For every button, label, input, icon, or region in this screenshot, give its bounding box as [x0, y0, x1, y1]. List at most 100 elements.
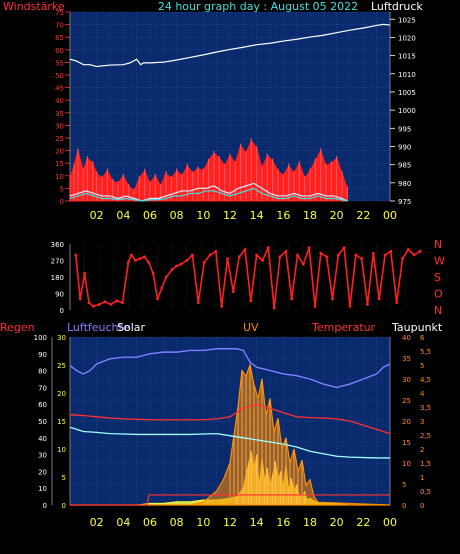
- pressure-tick-label: 1015: [398, 53, 416, 61]
- uv-tick-label: 5,5: [420, 348, 431, 356]
- direction-tick-label: 360: [51, 241, 64, 249]
- direction-segment: [75, 254, 82, 300]
- direction-segment: [372, 253, 380, 300]
- time-tick-label: 10: [196, 209, 210, 222]
- temperature-tick-label: 10: [402, 460, 411, 468]
- compass-label: S: [434, 271, 441, 284]
- direction-segment: [390, 251, 398, 303]
- direction-segment: [152, 273, 159, 300]
- direction-segment: [165, 269, 173, 278]
- uv-tick-label: 4: [420, 390, 425, 398]
- windstaerke-label: Windstärke: [3, 0, 65, 13]
- time-tick-label: 00: [383, 516, 397, 529]
- uv-tick-label: 3,5: [420, 404, 431, 412]
- direction-segment: [273, 256, 281, 309]
- pressure-tick-label: 1000: [398, 107, 416, 115]
- time-tick-label: 16: [276, 516, 290, 529]
- time-tick-label: 08: [170, 209, 184, 222]
- chart-title: 24 hour graph day : August 05 2022: [158, 0, 358, 13]
- time-tick-label: 00: [383, 209, 397, 222]
- pressure-tick-label: 1005: [398, 89, 416, 97]
- wind-tick-label: 0: [60, 198, 64, 206]
- direction-segment: [395, 258, 404, 303]
- direction-point: [418, 249, 422, 253]
- time-tick-label: 06: [143, 516, 157, 529]
- temperature-tick-label: 40: [402, 334, 411, 342]
- wind-tick-label: 5: [60, 185, 64, 193]
- temperature-tick-label: 35: [402, 355, 411, 363]
- wind-tick-label: 35: [55, 110, 64, 118]
- direction-segment: [244, 249, 252, 301]
- time-tick-label: 04: [116, 209, 130, 222]
- pressure-tick-label: 1020: [398, 34, 416, 42]
- temperature-tick-label: 25: [402, 397, 411, 405]
- regen-tick-label: 70: [38, 384, 47, 392]
- uv-tick-label: 0: [420, 502, 424, 510]
- climate-axis-ticks: 0510152025303540010203040506070809010005…: [34, 334, 432, 510]
- time-tick-label: 10: [196, 516, 210, 529]
- taupunkt-label: Taupunkt: [391, 321, 443, 334]
- direction-degree-ticks: 0 90 180 270 360: [51, 241, 64, 315]
- wind-tick-label: 75: [55, 9, 64, 17]
- direction-tick-label: 0: [60, 307, 64, 315]
- time-tick-label: 04: [116, 516, 130, 529]
- direction-segment: [79, 273, 86, 300]
- regen-tick-label: 20: [38, 468, 47, 476]
- regen-label: Regen: [0, 321, 35, 334]
- direction-segment: [296, 254, 305, 265]
- wind-tick-label: 60: [55, 47, 64, 55]
- direction-segment: [83, 273, 90, 303]
- pressure-tick-label: 975: [398, 198, 411, 206]
- direction-segment: [121, 262, 130, 303]
- compass-label: O: [434, 288, 443, 301]
- pressure-tick-label: 995: [398, 125, 411, 133]
- compass-label: W: [434, 255, 445, 268]
- direction-segment: [156, 287, 163, 300]
- gust-line: [69, 182, 348, 202]
- uv-tick-label: 0,5: [420, 488, 431, 496]
- temperatur-label: Temperatur: [311, 321, 376, 334]
- time-tick-label: 14: [250, 209, 264, 222]
- uv-tick-label: 2: [420, 446, 424, 454]
- wind-direction-series: [74, 246, 422, 310]
- taupunkt-line: [69, 426, 390, 459]
- direction-segment: [261, 247, 270, 261]
- direction-segment: [232, 256, 240, 292]
- temperature-tick-label: 5: [402, 481, 406, 489]
- direction-tick-label: 90: [55, 291, 64, 299]
- regen-tick-label: 40: [38, 435, 47, 443]
- pressure-tick-label: 985: [398, 162, 411, 170]
- direction-segment: [203, 254, 211, 263]
- temperatur-line: [69, 403, 391, 435]
- direction-segment: [314, 253, 322, 307]
- pressure-tick-label: 1025: [398, 16, 416, 24]
- climate-series: [69, 348, 391, 506]
- uv-tick-label: 2,5: [420, 432, 431, 440]
- direction-segment: [191, 254, 200, 303]
- direction-tick-label: 270: [51, 258, 64, 266]
- wind-tick-label: 30: [55, 122, 64, 130]
- direction-segment: [308, 247, 316, 307]
- direction-segment: [343, 247, 351, 307]
- solar-tick-label: 0: [62, 502, 66, 510]
- wind-tick-label: 45: [55, 85, 64, 93]
- direction-segment: [360, 258, 369, 305]
- regen-tick-label: 100: [34, 334, 47, 342]
- direction-segment: [226, 258, 235, 292]
- wind-tick-label: 10: [55, 173, 64, 181]
- wind-tick-label: 55: [55, 59, 64, 67]
- direction-segment: [238, 249, 246, 258]
- regen-tick-label: 0: [43, 502, 47, 510]
- time-tick-label: 22: [356, 209, 370, 222]
- time-tick-label: 14: [250, 516, 264, 529]
- wind-speed-ticks: 0 5 10 15 20 25 30 35 40 45 50 55 60 65 70 75: [55, 9, 70, 206]
- wind-tick-label: 40: [55, 97, 64, 105]
- direction-tick-label: 180: [51, 274, 64, 282]
- regen-tick-label: 90: [38, 351, 47, 359]
- temperature-tick-label: 20: [402, 418, 411, 426]
- luftdruck-line: [69, 23, 391, 68]
- uv-label: UV: [243, 321, 259, 334]
- direction-segment: [325, 256, 334, 300]
- pressure-ticks: 975 980 985 990 995 1000 1005 1010 1015 1020 1025: [390, 16, 416, 206]
